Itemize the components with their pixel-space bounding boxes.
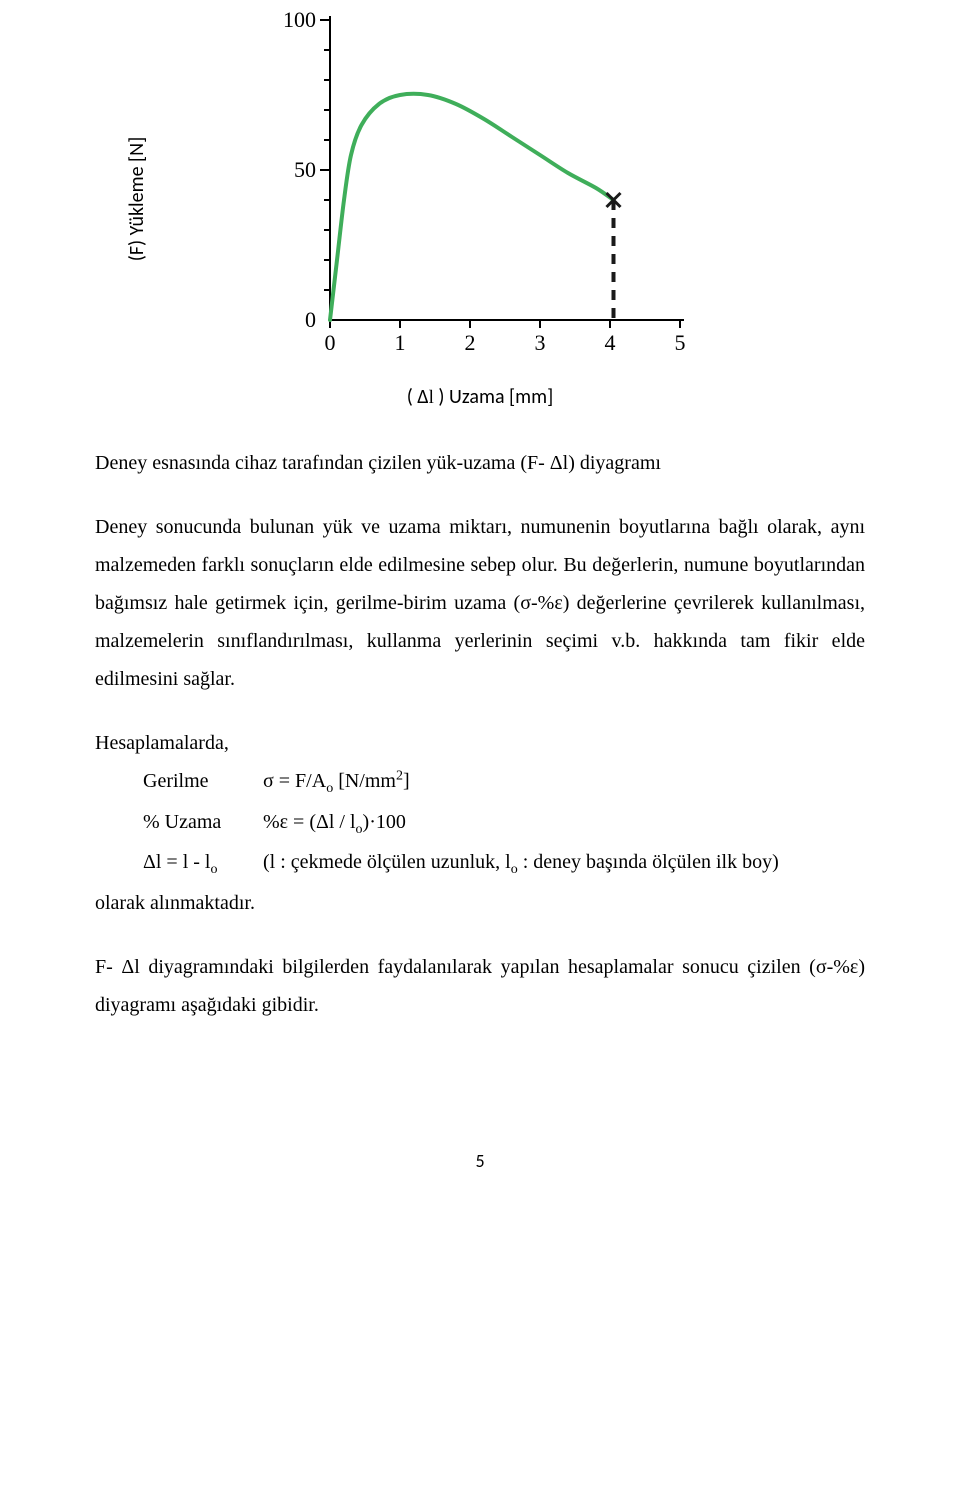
x-axis-label-prefix: ( Δ — [407, 385, 429, 409]
svg-text:100: 100 — [283, 7, 316, 32]
calc-row-delta-l: Δl = l - lo (l : çekmede ölçülen uzunluk… — [95, 843, 865, 884]
calc-expr-delta-l: (l : çekmede ölçülen uzunluk, lo : deney… — [263, 843, 865, 884]
calc-expr-strain: %ε = (Δl / lo)·100 — [263, 803, 865, 844]
x-axis-label: ( Δl ) Uzama [mm] — [95, 378, 865, 416]
calculations-block: Hesaplamalarda, Gerilme σ = F/Ao [N/mm2]… — [95, 724, 865, 922]
svg-text:5: 5 — [675, 330, 686, 355]
y-axis-label: (F) Yükleme [N] — [118, 137, 156, 261]
svg-text:0: 0 — [325, 330, 336, 355]
svg-text:50: 50 — [294, 157, 316, 182]
calc-expr-stress: σ = F/Ao [N/mm2] — [263, 762, 865, 803]
paragraph-1: Deney sonucunda bulunan yük ve uzama mik… — [95, 508, 865, 698]
svg-text:4: 4 — [605, 330, 616, 355]
paragraph-2: F- Δl diyagramındaki bilgilerden faydala… — [95, 948, 865, 1024]
stress-strain-chart: (F) Yükleme [N] 0 50 100 0 1 2 3 4 5 — [95, 0, 865, 360]
calc-row-stress: Gerilme σ = F/Ao [N/mm2] — [95, 762, 865, 803]
svg-text:0: 0 — [305, 307, 316, 332]
calc-heading: Hesaplamalarda, — [95, 724, 865, 762]
calc-label-strain: % Uzama — [95, 803, 263, 841]
svg-text:2: 2 — [465, 330, 476, 355]
calc-footer: olarak alınmaktadır. — [95, 884, 865, 922]
x-axis-label-suffix: ) Uzama [mm] — [434, 385, 553, 409]
page-number: 5 — [95, 1144, 865, 1178]
chart-caption: Deney esnasında cihaz tarafından çizilen… — [95, 444, 865, 482]
chart-canvas: 0 50 100 0 1 2 3 4 5 — [260, 0, 700, 360]
svg-text:3: 3 — [535, 330, 546, 355]
svg-text:1: 1 — [395, 330, 406, 355]
calc-label-delta-l: Δl = l - lo — [95, 843, 263, 884]
calc-label-stress: Gerilme — [95, 762, 263, 800]
calc-row-strain: % Uzama %ε = (Δl / lo)·100 — [95, 803, 865, 844]
